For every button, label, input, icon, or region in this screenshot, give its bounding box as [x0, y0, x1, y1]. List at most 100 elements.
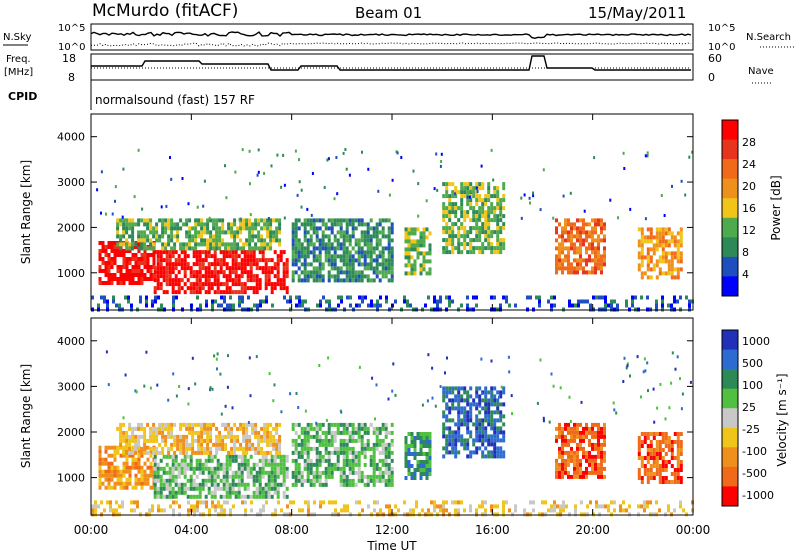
- heatmap-cell: [663, 214, 666, 217]
- heatmap-cell: [327, 226, 331, 231]
- heatmap-cell: [469, 414, 473, 419]
- heatmap-cell: [579, 470, 582, 475]
- heatmap-cell: [553, 303, 556, 308]
- heatmap-cell: [272, 234, 276, 239]
- heatmap-cell: [254, 430, 258, 435]
- heatmap-cell: [366, 446, 370, 451]
- heatmap-cell: [637, 472, 641, 476]
- heatmap-cell: [652, 436, 656, 440]
- heatmap-cell: [493, 442, 497, 447]
- heatmap-cell: [189, 282, 193, 287]
- heatmap-cell: [291, 474, 295, 479]
- heatmap-cell: [278, 242, 282, 247]
- heatmap-cell: [661, 468, 665, 472]
- heatmap-cell: [570, 226, 573, 231]
- heatmap-cell: [270, 458, 274, 463]
- heatmap-cell: [131, 277, 135, 281]
- heatmap-cell: [137, 461, 141, 466]
- heatmap-cell: [422, 436, 426, 440]
- heatmap-cell: [109, 500, 112, 505]
- heatmap-cell: [261, 458, 265, 463]
- heatmap-cell: [445, 246, 449, 251]
- heatmap-cell: [390, 226, 394, 231]
- heatmap-cell: [242, 450, 246, 455]
- heatmap-cell: [372, 478, 376, 483]
- heatmap-cell: [585, 422, 588, 427]
- heatmap-cell: [649, 456, 653, 460]
- heatmap-cell: [152, 226, 156, 231]
- heatmap-cell: [649, 440, 653, 444]
- heatmap-cell: [165, 278, 169, 283]
- heatmap-cell: [173, 242, 177, 247]
- heatmap-cell: [248, 218, 252, 223]
- heatmap-cell: [306, 230, 310, 235]
- heatmap-cell: [100, 295, 103, 300]
- heatmap-cell: [303, 262, 307, 267]
- heatmap-cell: [161, 422, 165, 427]
- heatmap-cell: [655, 259, 659, 264]
- heatmap-cell: [213, 474, 217, 479]
- heatmap-cell: [230, 434, 234, 439]
- heatmap-cell: [307, 504, 310, 509]
- heatmap-cell: [484, 500, 487, 505]
- heatmap-cell: [122, 422, 126, 427]
- heatmap-cell: [637, 512, 640, 517]
- heatmap-cell: [597, 258, 600, 263]
- heatmap-cell: [499, 418, 503, 423]
- heatmap-cell: [502, 182, 506, 187]
- heatmap-cell: [345, 270, 349, 275]
- heatmap-cell: [215, 434, 219, 439]
- heatmap-cell: [104, 457, 108, 462]
- heatmap-cell: [254, 446, 258, 451]
- heatmap-cell: [243, 290, 247, 295]
- heatmap-cell: [170, 246, 174, 251]
- heatmap-cell: [321, 442, 325, 447]
- heatmap-cell: [445, 418, 449, 423]
- heatmap-cell: [336, 266, 340, 271]
- heatmap-cell: [131, 465, 135, 470]
- heatmap-cell: [119, 442, 123, 447]
- heatmap-cell: [137, 238, 141, 243]
- heatmap-cell: [555, 434, 558, 439]
- heatmap-cell: [573, 258, 576, 263]
- heatmap-cell: [167, 242, 171, 247]
- heatmap-cell: [649, 452, 653, 456]
- heatmap-cell: [454, 386, 458, 391]
- heatmap-cell: [222, 482, 226, 487]
- heatmap-cell: [228, 486, 232, 491]
- heatmap-cell: [143, 426, 147, 431]
- heatmap-cell: [140, 426, 144, 431]
- heatmap-cell: [124, 373, 127, 377]
- heatmap-cell: [234, 282, 238, 287]
- heatmap-cell: [457, 218, 461, 223]
- heatmap-cell: [279, 282, 283, 287]
- heatmap-cell: [168, 466, 172, 471]
- heatmap-cell: [188, 422, 192, 427]
- heatmap-cell: [667, 227, 671, 232]
- heatmap-cell: [555, 230, 558, 235]
- heatmap-cell: [603, 438, 606, 443]
- heatmap-cell: [576, 458, 579, 463]
- colorbar-tick-label: -1000: [742, 489, 774, 502]
- heatmap-cell: [195, 258, 199, 263]
- heatmap-cell: [410, 263, 414, 268]
- heatmap-cell: [225, 454, 229, 459]
- heatmap-cell: [487, 422, 491, 427]
- heatmap-cell: [273, 286, 277, 291]
- heatmap-cell: [351, 478, 355, 483]
- heatmap-cell: [676, 432, 680, 436]
- heatmap-cell: [236, 438, 240, 443]
- heatmap-cell: [174, 274, 178, 279]
- heatmap-cell: [173, 434, 177, 439]
- heatmap-cell: [655, 303, 658, 308]
- heatmap-cell: [375, 438, 379, 443]
- heatmap-cell: [261, 454, 265, 459]
- heatmap-cell: [258, 458, 262, 463]
- power-colorbar: [722, 120, 738, 297]
- heatmap-cell: [218, 442, 222, 447]
- heatmap-cell: [475, 508, 478, 513]
- heatmap-cell: [201, 262, 205, 267]
- heatmap-cell: [139, 299, 142, 304]
- heatmap-cell: [200, 226, 204, 231]
- heatmap-cell: [375, 246, 379, 251]
